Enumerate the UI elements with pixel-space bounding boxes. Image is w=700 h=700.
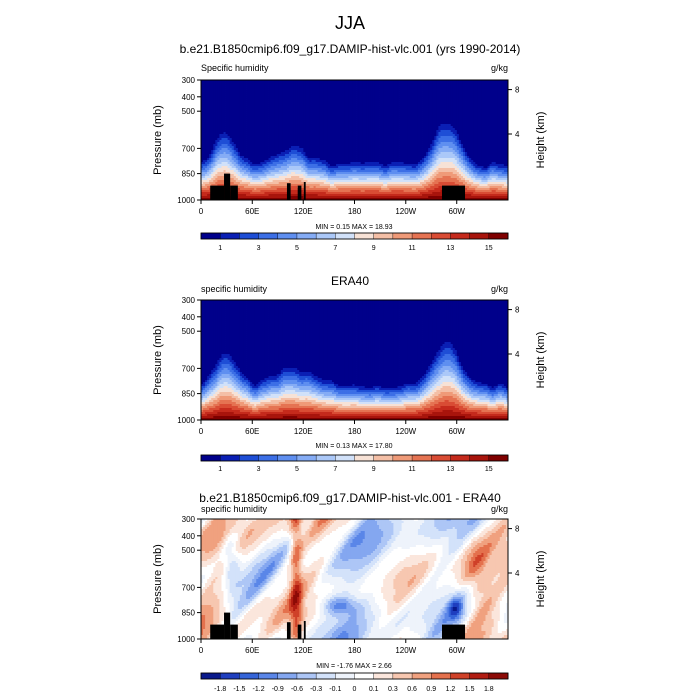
panel-title: b.e21.B1850cmip6.f09_g17.DAMIP-hist-vlc.… <box>180 42 521 56</box>
panel-subtitle-right: g/kg <box>491 63 508 73</box>
contour-field <box>201 80 508 200</box>
panel-subtitle-left: Specific humidity <box>201 63 269 73</box>
panel-1: b.e21.B1850cmip6.f09_g17.DAMIP-hist-vlc.… <box>152 42 547 252</box>
figure-title: JJA <box>335 13 365 33</box>
